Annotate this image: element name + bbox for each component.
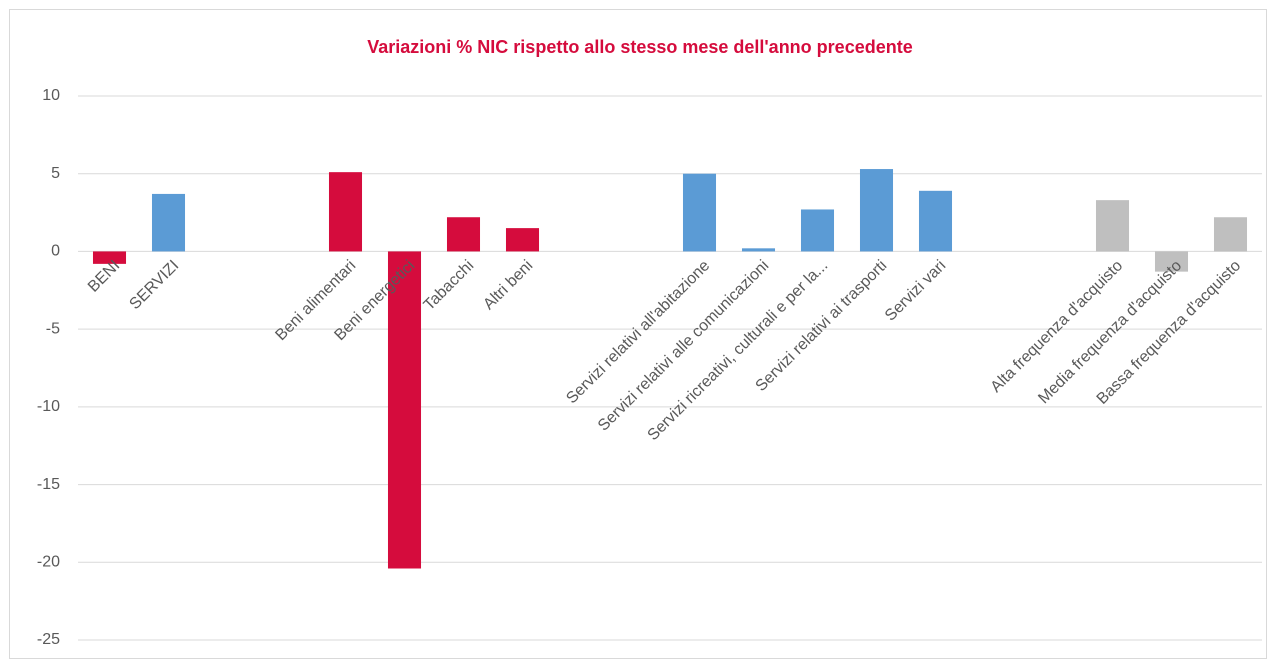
bar (505, 228, 540, 252)
y-tick-label: 10 (42, 87, 60, 104)
bar (800, 209, 835, 252)
y-tick-label: -20 (37, 554, 60, 571)
bar (1213, 217, 1248, 252)
y-tick-label: -5 (46, 320, 60, 337)
bar (328, 172, 363, 252)
bar (741, 248, 776, 252)
bar (918, 190, 953, 252)
bar (859, 169, 894, 252)
y-tick-label: 5 (51, 165, 60, 182)
bar (92, 251, 127, 264)
chart-title: Variazioni % NIC rispetto allo stesso me… (367, 37, 912, 57)
bar (151, 193, 186, 252)
y-tick-label: -25 (37, 631, 60, 648)
bar (1095, 200, 1130, 252)
y-tick-label: -10 (37, 398, 60, 415)
y-tick-label: 0 (51, 243, 60, 260)
bar (1154, 251, 1189, 272)
y-tick-label: -15 (37, 476, 60, 493)
chart-frame (9, 9, 1267, 659)
bar (387, 251, 422, 569)
bar (682, 173, 717, 252)
bar (446, 217, 481, 252)
